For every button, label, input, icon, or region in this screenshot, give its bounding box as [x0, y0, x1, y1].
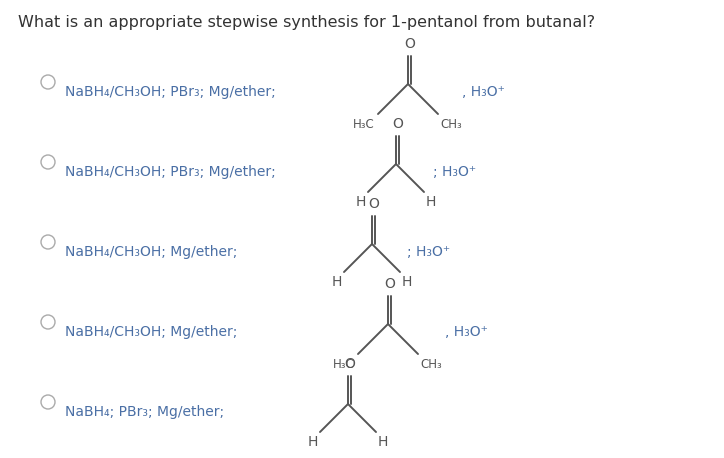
Text: H: H	[332, 275, 342, 289]
Text: NaBH₄/CH₃OH; PBr₃; Mg/ether;: NaBH₄/CH₃OH; PBr₃; Mg/ether;	[65, 165, 276, 179]
Text: O: O	[344, 357, 355, 371]
Text: , H₃O⁺: , H₃O⁺	[445, 325, 488, 339]
Text: O: O	[404, 37, 415, 51]
Text: H: H	[426, 195, 437, 209]
Text: CH₃: CH₃	[420, 358, 442, 371]
Text: NaBH₄/CH₃OH; Mg/ether;: NaBH₄/CH₃OH; Mg/ether;	[65, 245, 237, 259]
Text: ; H₃O⁺: ; H₃O⁺	[407, 245, 450, 259]
Text: NaBH₄; PBr₃; Mg/ether;: NaBH₄; PBr₃; Mg/ether;	[65, 405, 224, 419]
Text: H: H	[355, 195, 366, 209]
Text: H₃C: H₃C	[353, 118, 375, 131]
Text: CH₃: CH₃	[440, 118, 462, 131]
Text: NaBH₄/CH₃OH; PBr₃; Mg/ether;: NaBH₄/CH₃OH; PBr₃; Mg/ether;	[65, 85, 276, 99]
Text: H: H	[378, 435, 388, 449]
Text: ; H₃O⁺: ; H₃O⁺	[433, 165, 476, 179]
Text: What is an appropriate stepwise synthesis for 1-pentanol from butanal?: What is an appropriate stepwise synthesi…	[18, 15, 595, 29]
Text: NaBH₄/CH₃OH; Mg/ether;: NaBH₄/CH₃OH; Mg/ether;	[65, 325, 237, 339]
Text: H₃C: H₃C	[333, 358, 355, 371]
Text: , H₃O⁺: , H₃O⁺	[462, 85, 505, 99]
Text: O: O	[392, 117, 403, 131]
Text: O: O	[368, 197, 379, 211]
Text: H: H	[308, 435, 318, 449]
Text: H: H	[402, 275, 413, 289]
Text: O: O	[384, 277, 395, 291]
